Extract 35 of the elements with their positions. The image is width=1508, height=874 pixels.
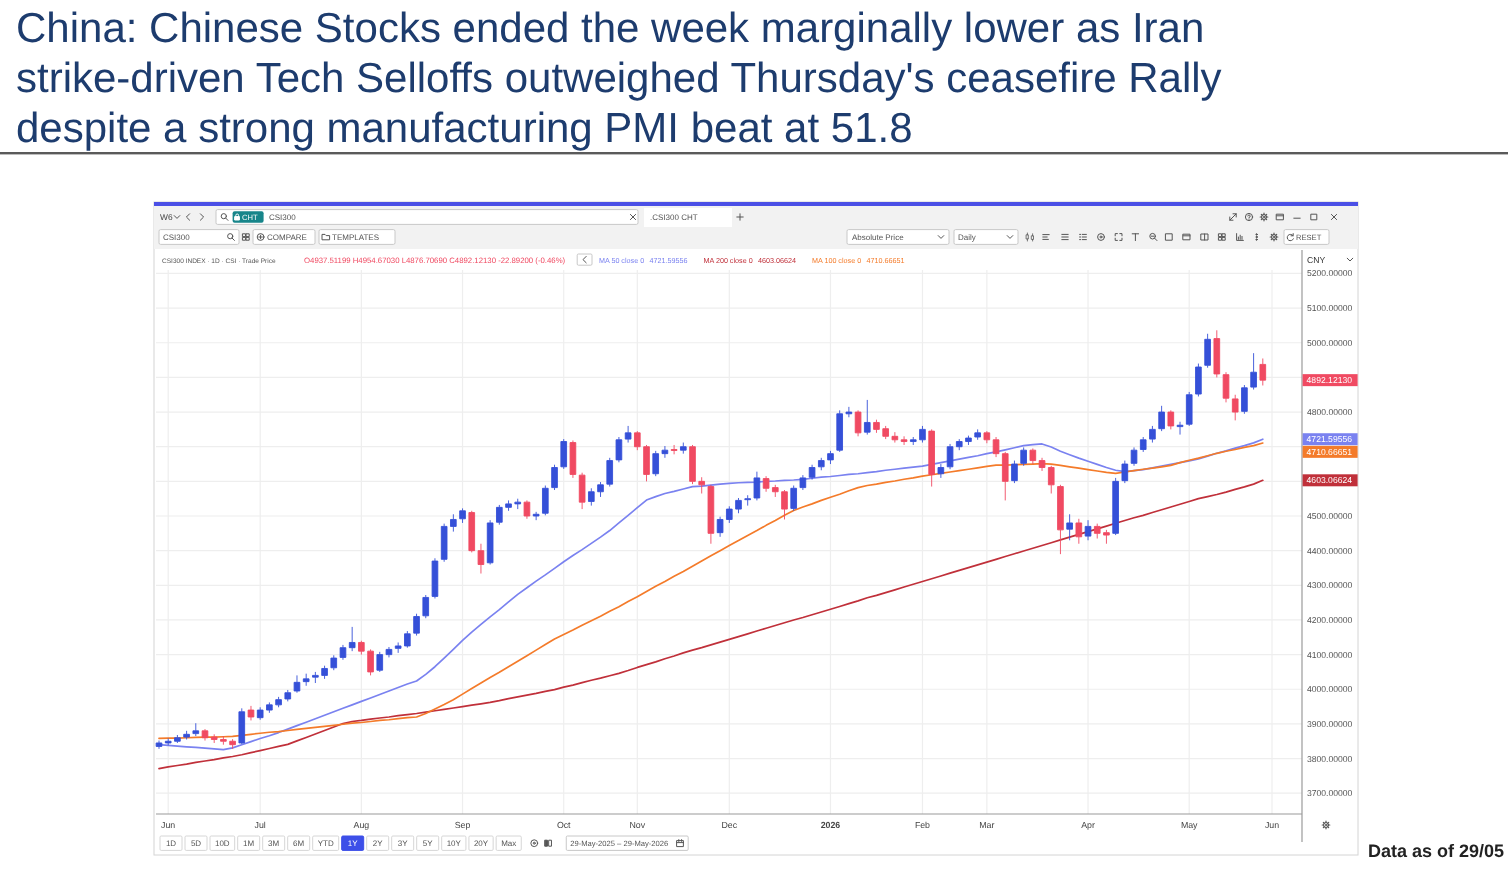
- candlestick: [551, 464, 558, 491]
- candlestick: [542, 485, 549, 516]
- candlestick: [1066, 513, 1073, 541]
- candlestick: [247, 705, 255, 721]
- candlestick: [431, 557, 439, 599]
- candlestick: [376, 651, 384, 673]
- candlestick: [790, 485, 797, 512]
- candlestick: [459, 507, 466, 524]
- candlestick: [1158, 405, 1165, 432]
- candlestick: [928, 428, 935, 488]
- candlestick: [302, 673, 310, 687]
- candlestick: [854, 409, 862, 437]
- candlestick: [422, 594, 430, 619]
- candlestick: [1057, 484, 1064, 555]
- candlestick: [238, 707, 246, 745]
- text: Data as of 29/05: [1367, 841, 1504, 861]
- candlestick: [1167, 409, 1175, 430]
- line-series: [158, 479, 1264, 770]
- candlestick: [560, 438, 568, 470]
- candlestick: [863, 399, 871, 436]
- candlestick: [1084, 519, 1092, 541]
- candlestick: [680, 442, 687, 455]
- candlestick: [937, 463, 945, 479]
- candlestick: [1112, 477, 1119, 536]
- candlestick: [523, 499, 531, 520]
- candlestick: [192, 722, 200, 737]
- candlestick: [1259, 358, 1267, 386]
- candlestick: [293, 674, 301, 694]
- candlestick: [1204, 333, 1211, 369]
- candlestick: [652, 450, 660, 477]
- candlestick: [1176, 421, 1184, 436]
- candlestick: [707, 484, 715, 545]
- candlestick: [1075, 518, 1083, 545]
- chart-title: China: Chinese Stocks ended the week marginally lower as Iran strike-driven Tech Selloffs outweighed Thursday's ceasefire Rally despite a strong manufacturing PMI beat at 51.8: [16, 6, 1223, 152]
- candlestick: [1047, 465, 1055, 494]
